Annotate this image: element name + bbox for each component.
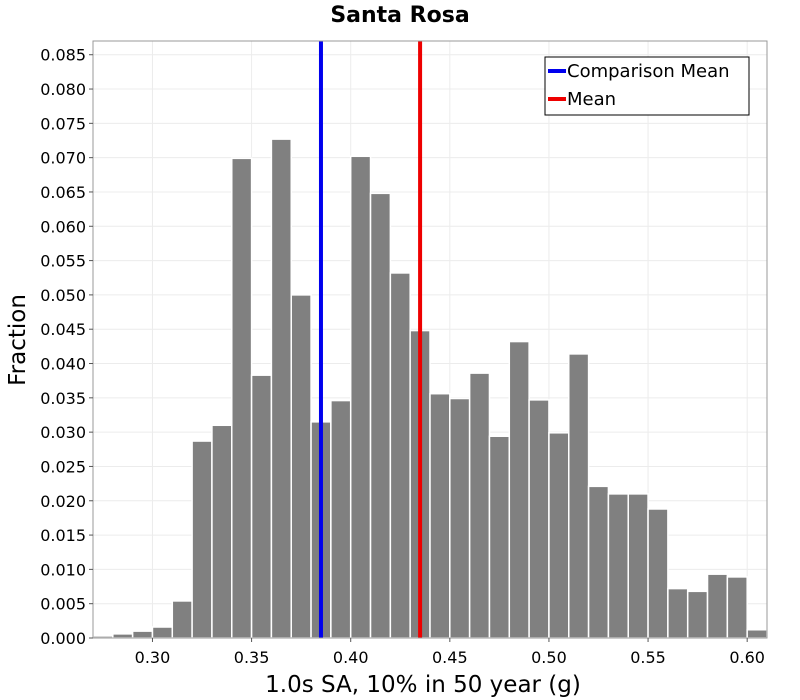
legend-label-mean: Mean: [567, 89, 616, 110]
x-axis-label: 1.0s SA, 10% in 50 year (g): [265, 672, 581, 698]
y-tick-label: 0.045: [40, 320, 86, 339]
x-tick-label: 0.60: [729, 648, 765, 667]
legend-label-comparison-mean: Comparison Mean: [567, 61, 730, 82]
histogram-bar: [667, 587, 689, 639]
histogram-bar: [191, 440, 213, 639]
legend-box: [544, 56, 750, 116]
histogram-bar: [528, 399, 550, 639]
histogram-bar: [429, 392, 451, 639]
x-tick-label: 0.45: [432, 648, 468, 667]
y-tick-label: 0.085: [40, 46, 86, 65]
y-tick-label: 0.065: [40, 183, 86, 202]
y-tick-label: 0.000: [40, 629, 86, 648]
histogram-bar: [746, 629, 768, 639]
histogram-bar: [171, 600, 193, 639]
x-tick-label: 0.55: [630, 648, 666, 667]
histogram-bar: [647, 508, 669, 639]
reference-lines: [318, 41, 423, 638]
legend: Comparison Mean Mean: [544, 56, 750, 116]
x-axis-ticks: 0.30 0.35 0.40 0.45 0.50 0.55 0.60: [135, 638, 765, 667]
plot-area-frame: [92, 40, 768, 639]
histogram-bar: [270, 138, 292, 639]
histogram-bar: [330, 399, 352, 639]
histogram-bar: [468, 372, 491, 639]
histogram-bar: [508, 340, 530, 639]
histogram-bar: [706, 573, 729, 639]
histogram-bar: [389, 272, 411, 639]
histogram-bar: [726, 576, 748, 639]
y-tick-label: 0.075: [40, 114, 86, 133]
histogram-bar: [686, 590, 709, 639]
histogram-bar: [211, 424, 233, 639]
histogram-bars: [92, 138, 768, 639]
histogram-bar: [369, 192, 392, 639]
y-axis-label: Fraction: [5, 294, 31, 386]
y-tick-label: 0.080: [40, 80, 86, 99]
y-tick-label: 0.020: [40, 492, 86, 511]
histogram-bar: [231, 157, 253, 639]
x-tick-label: 0.30: [135, 648, 171, 667]
histogram-bar: [568, 353, 590, 639]
y-tick-label: 0.030: [40, 423, 86, 442]
histogram-bar: [449, 397, 471, 639]
histogram-bar: [290, 294, 312, 639]
y-tick-label: 0.010: [40, 560, 86, 579]
x-tick-label: 0.35: [234, 648, 270, 667]
histogram-bar: [587, 485, 610, 639]
chart-title: Santa Rosa: [330, 3, 469, 28]
y-tick-label: 0.025: [40, 457, 86, 476]
histogram-bar: [349, 155, 372, 639]
y-tick-label: 0.070: [40, 149, 86, 168]
y-tick-label: 0.055: [40, 252, 86, 271]
histogram-bar: [112, 633, 134, 639]
x-tick-label: 0.50: [531, 648, 567, 667]
histogram-bar: [151, 626, 174, 639]
y-tick-label: 0.040: [40, 355, 86, 374]
y-axis-ticks: 0.000 0.005 0.010 0.015 0.020 0.025 0.030 0.035…: [40, 46, 93, 648]
histogram-bar: [607, 493, 629, 639]
y-tick-label: 0.035: [40, 389, 86, 408]
histogram-bar: [548, 432, 570, 639]
histogram-bar: [131, 630, 154, 639]
histogram-bar: [488, 435, 511, 639]
y-tick-label: 0.005: [40, 595, 86, 614]
histogram-bar: [627, 493, 649, 639]
y-tick-label: 0.015: [40, 526, 86, 545]
histogram-bar: [250, 374, 273, 639]
y-tick-label: 0.060: [40, 217, 86, 236]
x-tick-label: 0.40: [333, 648, 369, 667]
y-tick-label: 0.050: [40, 286, 86, 305]
